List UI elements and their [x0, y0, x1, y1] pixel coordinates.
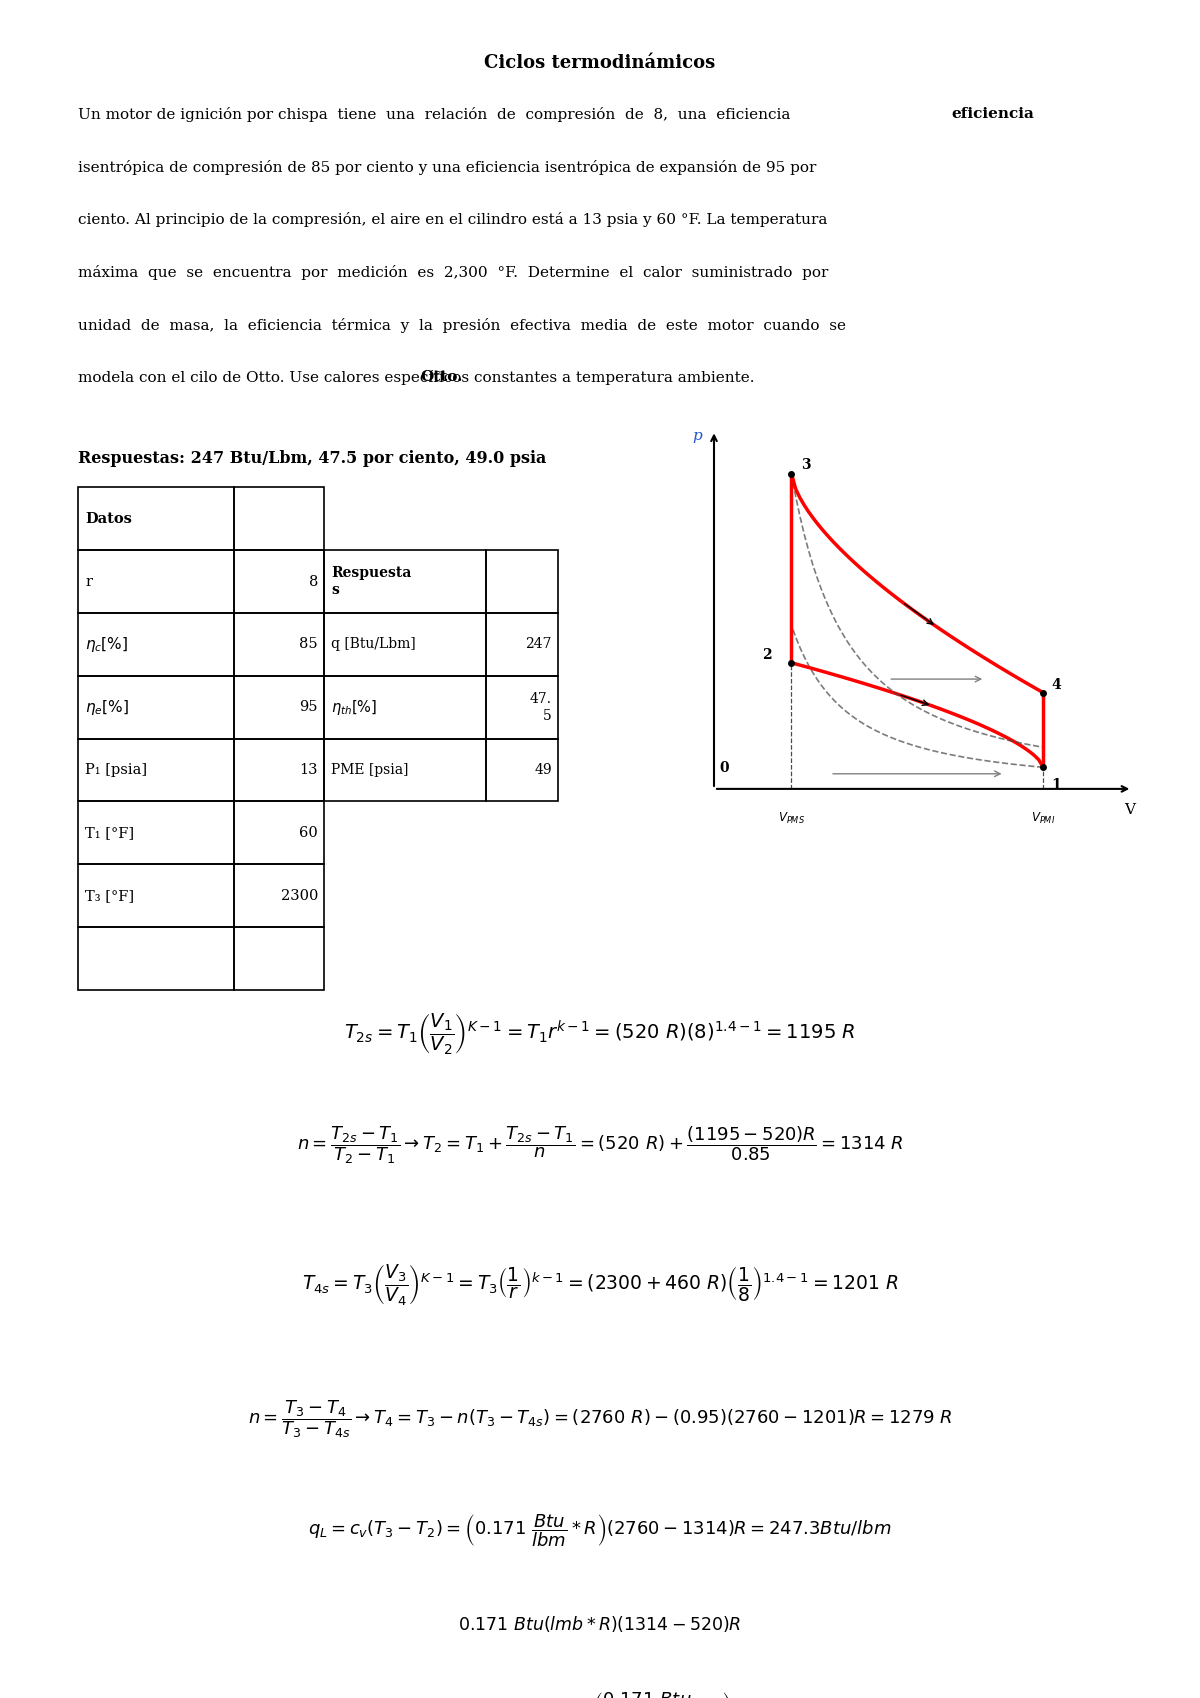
Text: q [Btu/Lbm]: q [Btu/Lbm] — [331, 637, 416, 652]
Bar — [234, 676, 324, 739]
Text: isentrópica de compresión de 85 por ciento y una eficiencia isentrópica de expan: isentrópica de compresión de 85 por cien… — [78, 160, 816, 175]
Text: $\eta_e$[%]: $\eta_e$[%] — [85, 698, 130, 717]
Text: Respuesta
s: Respuesta s — [331, 565, 412, 598]
Text: 8: 8 — [308, 574, 318, 589]
Bar — [486, 550, 558, 613]
Text: $\eta_c$[%]: $\eta_c$[%] — [85, 635, 128, 654]
Text: $q_L=c_v(T_3-T_2)=\left(0.171\ \dfrac{Btu}{lbm}*R\right)(2760-1314)R=247.3Btu/lb: $q_L=c_v(T_3-T_2)=\left(0.171\ \dfrac{Bt… — [308, 1511, 892, 1549]
Bar — [324, 550, 486, 613]
Text: modela con el cilo de Otto. Use calores específicos constantes a temperatura amb: modela con el cilo de Otto. Use calores … — [78, 370, 755, 385]
Text: PME [psia]: PME [psia] — [331, 762, 409, 778]
Text: Un motor de ignición por chispa  tiene  una  relación  de  compresión  de  8,  u: Un motor de ignición por chispa tiene un… — [78, 107, 791, 122]
Text: eficiencia: eficiencia — [952, 107, 1034, 121]
Text: p: p — [692, 430, 702, 443]
Text: 85: 85 — [299, 637, 318, 652]
Text: ciento. Al principio de la compresión, el aire en el cilindro está a 13 psia y 6: ciento. Al principio de la compresión, e… — [78, 212, 827, 228]
Text: unidad  de  masa,  la  eficiencia  térmica  y  la  presión  efectiva  media  de : unidad de masa, la eficiencia térmica y … — [78, 318, 846, 333]
Bar — [234, 550, 324, 613]
Bar — [486, 613, 558, 676]
Text: $n=\dfrac{T_3-T_4}{T_3-T_{4s}}\rightarrow T_4=T_3-n(T_3-T_{4s})=(2760\ R)-(0.95): $n=\dfrac{T_3-T_4}{T_3-T_{4s}}\rightarro… — [247, 1397, 953, 1440]
Text: $T_{2s}=T_1\left(\dfrac{V_1}{V_2}\right)^{K-1}=T_1r^{k-1}=(520\ R)(8)^{1.4-1}=11: $T_{2s}=T_1\left(\dfrac{V_1}{V_2}\right)… — [344, 1010, 856, 1056]
Text: 60: 60 — [299, 825, 318, 841]
Text: $V_{PMI}$: $V_{PMI}$ — [1031, 812, 1055, 827]
Text: P₁ [psia]: P₁ [psia] — [85, 762, 148, 778]
Text: 13: 13 — [300, 762, 318, 778]
Text: $W_{net}=c_v(T_3-T_4)-c_v(T_2-T_1)=\left(\dfrac{0.171\ Btu}{lbm}*R\right)(2760-1: $W_{net}=c_v(T_3-T_4)-c_v(T_2-T_1)=\left… — [301, 1690, 899, 1698]
Bar — [234, 927, 324, 990]
Text: Datos: Datos — [85, 511, 132, 526]
Text: V: V — [1124, 803, 1135, 817]
Bar — [78, 864, 234, 927]
Text: 95: 95 — [300, 700, 318, 715]
Text: máxima  que  se  encuentra  por  medición  es  2,300  °F.  Determine  el  calor : máxima que se encuentra por medición es … — [78, 265, 828, 280]
Bar — [486, 676, 558, 739]
Text: 247: 247 — [526, 637, 552, 652]
Text: $V_{PMS}$: $V_{PMS}$ — [778, 812, 805, 827]
Bar — [324, 676, 486, 739]
Text: 3: 3 — [802, 458, 811, 472]
Bar — [324, 739, 486, 801]
Text: $T_{4s}=T_3\left(\dfrac{V_3}{V_4}\right)^{K-1}=T_3\left(\dfrac{1}{r}\right)^{k-1: $T_{4s}=T_3\left(\dfrac{V_3}{V_4}\right)… — [301, 1262, 899, 1307]
Bar — [78, 739, 234, 801]
Bar — [486, 739, 558, 801]
Text: 2300: 2300 — [281, 888, 318, 903]
Bar — [78, 676, 234, 739]
Text: 1: 1 — [1051, 778, 1061, 791]
Text: $\eta_{th}$[%]: $\eta_{th}$[%] — [331, 698, 378, 717]
Text: 47.
5: 47. 5 — [530, 691, 552, 723]
Text: $0.171\ Btu(lmb*R)(1314-520)R$: $0.171\ Btu(lmb*R)(1314-520)R$ — [458, 1613, 742, 1633]
Bar — [78, 550, 234, 613]
Text: Respuestas: 247 Btu/Lbm, 47.5 por ciento, 49.0 psia: Respuestas: 247 Btu/Lbm, 47.5 por ciento… — [78, 450, 546, 467]
Text: 49: 49 — [534, 762, 552, 778]
Text: $n=\dfrac{T_{2s}-T_1}{T_2-T_1}\rightarrow T_2=T_1+\dfrac{T_{2s}-T_1}{n}=(520\ R): $n=\dfrac{T_{2s}-T_1}{T_2-T_1}\rightarro… — [296, 1124, 904, 1167]
Text: Otto.: Otto. — [420, 370, 462, 384]
Text: r: r — [85, 574, 92, 589]
Text: 4: 4 — [1051, 678, 1061, 693]
Bar — [78, 487, 234, 550]
Bar — [78, 801, 234, 864]
Text: Ciclos termodinámicos: Ciclos termodinámicos — [485, 54, 715, 73]
Bar — [234, 864, 324, 927]
Bar — [234, 801, 324, 864]
Text: T₁ [°F]: T₁ [°F] — [85, 825, 134, 841]
Bar — [234, 487, 324, 550]
Bar — [324, 613, 486, 676]
Text: 0: 0 — [720, 761, 730, 776]
Bar — [234, 739, 324, 801]
Bar — [234, 613, 324, 676]
Text: 2: 2 — [762, 649, 772, 662]
Text: T₃ [°F]: T₃ [°F] — [85, 888, 134, 903]
Bar — [78, 927, 234, 990]
Bar — [78, 613, 234, 676]
